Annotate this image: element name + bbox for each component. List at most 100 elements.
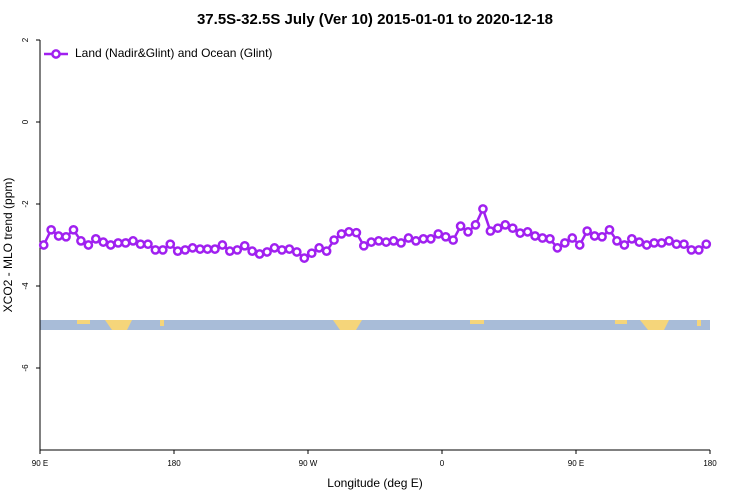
point — [522, 227, 533, 237]
point — [291, 247, 302, 257]
point — [597, 231, 607, 242]
point — [463, 227, 473, 237]
point — [478, 204, 488, 214]
point — [105, 240, 116, 250]
point — [500, 220, 511, 230]
x-tick-label: 180 — [167, 459, 181, 468]
point — [373, 236, 384, 246]
point — [262, 247, 272, 257]
point — [165, 239, 176, 250]
point — [626, 234, 637, 244]
point — [120, 238, 131, 248]
point — [38, 240, 49, 250]
y-tick-label: -6 — [21, 364, 30, 372]
point — [83, 240, 94, 250]
point — [411, 236, 421, 246]
point — [701, 239, 712, 250]
point — [545, 234, 555, 244]
point — [574, 240, 585, 250]
point — [693, 245, 704, 255]
point — [515, 228, 526, 238]
point — [98, 237, 109, 247]
point — [269, 243, 280, 253]
x-tick-label: 90 E — [32, 459, 48, 468]
x-tick-label: 90 E — [568, 459, 584, 468]
point — [388, 236, 399, 246]
point — [135, 239, 146, 250]
x-tick-label: 0 — [440, 459, 445, 468]
point — [113, 238, 124, 248]
y-tick-label: -2 — [21, 200, 30, 208]
point — [187, 243, 198, 253]
point — [671, 239, 682, 250]
point — [403, 233, 414, 243]
point — [90, 234, 101, 244]
point — [381, 237, 392, 247]
point — [366, 237, 377, 247]
point — [224, 246, 235, 256]
point — [217, 240, 228, 250]
point — [641, 240, 652, 250]
point — [299, 253, 310, 263]
point — [358, 240, 369, 251]
point — [61, 231, 71, 242]
point — [530, 231, 540, 241]
point — [239, 240, 250, 251]
point — [537, 233, 548, 243]
point — [46, 224, 57, 235]
point — [664, 236, 674, 246]
point — [195, 244, 205, 254]
point — [582, 226, 593, 236]
x-tick-label: 90 W — [299, 459, 318, 468]
point — [344, 227, 354, 237]
point — [448, 235, 459, 245]
point — [656, 238, 667, 248]
point — [277, 245, 287, 255]
point — [351, 227, 362, 238]
legend-label: Land (Nadir&Glint) and Ocean (Glint) — [75, 46, 272, 60]
point — [202, 244, 213, 254]
point — [232, 245, 243, 255]
point — [619, 240, 630, 250]
chart-title: 37.5S-32.5S July (Ver 10) 2015-01-01 to … — [197, 11, 553, 28]
point — [76, 236, 86, 246]
point — [254, 249, 265, 259]
y-axis-label: XCO2 - MLO trend (ppm) — [1, 178, 15, 313]
point — [433, 229, 444, 239]
point — [306, 248, 317, 259]
point — [552, 243, 563, 253]
point — [180, 245, 191, 255]
legend-marker — [51, 49, 61, 59]
point — [329, 235, 339, 245]
point — [686, 245, 697, 255]
y-tick-label: 0 — [21, 119, 30, 124]
point — [440, 231, 451, 242]
point — [68, 224, 79, 235]
point — [150, 245, 161, 255]
point — [559, 238, 570, 248]
point — [507, 223, 518, 234]
point — [314, 243, 325, 253]
point — [485, 226, 496, 236]
point — [455, 221, 466, 231]
point — [418, 234, 429, 244]
point — [53, 231, 64, 241]
y-tick-label: 2 — [21, 37, 30, 42]
x-tick-label: 180 — [703, 459, 717, 468]
point — [604, 224, 615, 235]
point — [649, 238, 660, 248]
point — [425, 234, 436, 244]
point — [679, 239, 689, 250]
point — [336, 229, 347, 239]
map-strip — [40, 320, 710, 330]
point — [589, 231, 600, 241]
point — [143, 239, 153, 250]
point — [128, 236, 138, 246]
point — [492, 223, 503, 234]
point — [396, 238, 406, 248]
point — [157, 245, 168, 255]
point — [321, 246, 332, 256]
x-axis-label: Longitude (deg E) — [327, 476, 422, 490]
point — [470, 220, 481, 230]
